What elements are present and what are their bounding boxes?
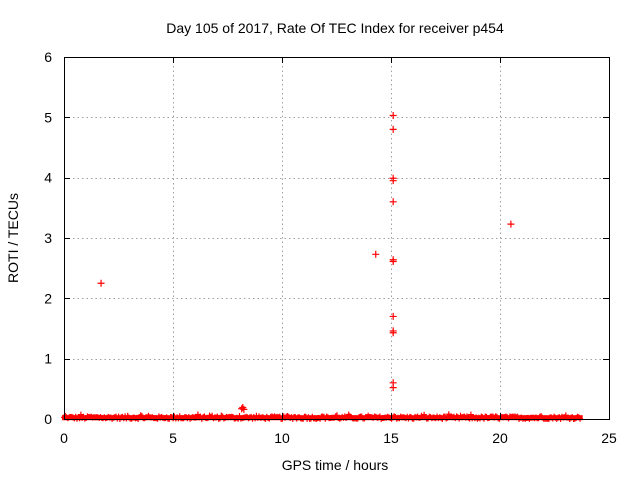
axis-ticks [64,57,610,420]
x-tick-label: 5 [169,430,177,446]
data-point [239,404,247,412]
data-point [389,112,397,120]
y-tick-label: 3 [44,230,52,246]
x-tick-label: 20 [492,430,508,446]
x-tick-label: 15 [383,430,399,446]
data-point [507,220,515,228]
data-point [372,250,380,258]
baseline-band [61,411,584,422]
x-tick-label: 10 [274,430,290,446]
x-tick-label: 25 [601,430,617,446]
chart-title: Day 105 of 2017, Rate Of TEC Index for r… [166,20,504,36]
data-point [389,384,397,392]
data-point [389,258,397,266]
y-tick-label: 0 [44,411,52,427]
x-axis-label: GPS time / hours [282,457,389,473]
y-tick-label: 4 [44,170,52,186]
data-point [240,405,248,413]
data-point [389,329,397,337]
y-tick-label: 6 [44,49,52,65]
axis-tick-labels: 0 5 10 15 20 25 0 1 2 3 4 5 6 [44,49,617,446]
data-point [389,198,397,206]
y-tick-label: 5 [44,109,52,125]
y-tick-label: 2 [44,290,52,306]
x-tick-label: 0 [60,430,68,446]
data-points [97,112,515,413]
y-axis-label: ROTI / TECUs [5,193,21,283]
grid [64,57,609,419]
y-tick-label: 1 [44,351,52,367]
data-point [97,279,105,287]
data-point [389,125,397,133]
data-point [389,312,397,320]
data-point [389,177,397,185]
baseline-band-core [62,415,583,421]
